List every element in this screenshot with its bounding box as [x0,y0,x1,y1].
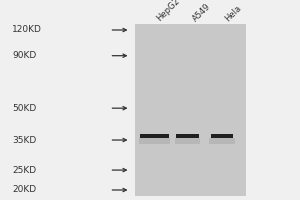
Text: 25KD: 25KD [12,166,36,175]
Text: 20KD: 20KD [12,186,36,194]
Bar [211,134,233,138]
Bar [135,24,246,196]
Bar [139,138,170,144]
Bar [176,134,199,138]
Bar [209,138,235,144]
Bar [175,138,200,144]
Bar [140,134,169,138]
Text: 50KD: 50KD [12,104,36,113]
Text: HepG2: HepG2 [154,0,181,23]
Text: 35KD: 35KD [12,136,36,145]
Text: 90KD: 90KD [12,51,36,60]
Text: 120KD: 120KD [12,25,42,34]
Text: A549: A549 [190,1,212,23]
Text: Hela: Hela [224,3,243,23]
